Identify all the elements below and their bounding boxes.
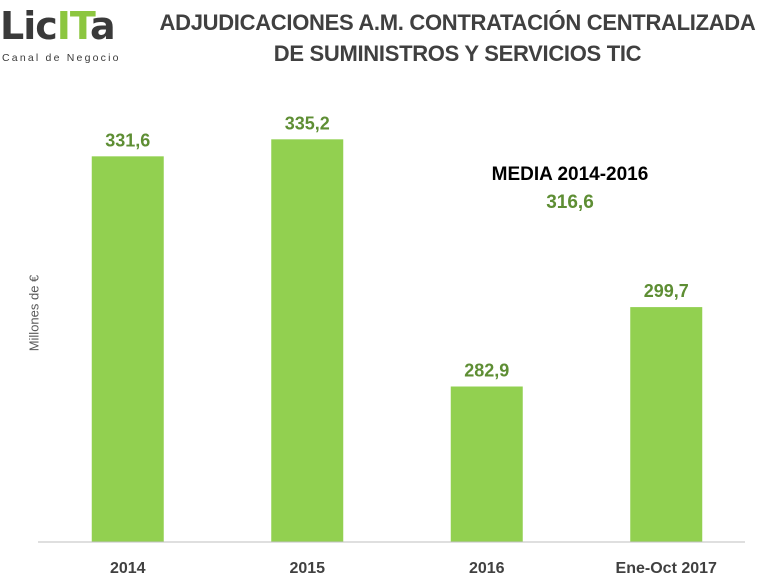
bar <box>630 307 703 542</box>
average-value: 316,6 <box>546 192 594 213</box>
logo-word-part: Lic <box>0 4 58 48</box>
bar <box>271 139 344 542</box>
bar <box>450 386 523 542</box>
chart-title-line: ADJUDICACIONES A.M. CONTRATACIÓN CENTRAL… <box>159 10 756 35</box>
logo-word-part: IT <box>56 4 91 48</box>
data-label: 282,9 <box>464 361 509 381</box>
logo-wordmark: LicITa <box>0 4 116 48</box>
chart-title-line: DE SUMINISTROS Y SERVICIOS TIC <box>273 41 642 66</box>
logo-word-part: a <box>89 4 116 48</box>
logo-tagline: Canal de Negocio <box>2 52 121 64</box>
bar <box>91 156 164 542</box>
data-label: 331,6 <box>105 130 150 150</box>
x-tick-label: Ene-Oct 2017 <box>616 560 717 577</box>
chart-title: ADJUDICACIONES A.M. CONTRATACIÓN CENTRAL… <box>150 7 765 69</box>
licita-logo: LicITa Canal de Negocio <box>0 4 140 64</box>
average-label: MEDIA 2014-2016 <box>491 164 649 185</box>
x-tick-label: 2014 <box>110 560 146 577</box>
data-label: 335,2 <box>285 113 330 133</box>
x-tick-label: 2016 <box>469 560 505 577</box>
average-annotation: MEDIA 2014-2016 316,6 <box>470 162 670 218</box>
data-label: 299,7 <box>644 281 689 301</box>
x-tick-label: 2015 <box>289 560 325 577</box>
